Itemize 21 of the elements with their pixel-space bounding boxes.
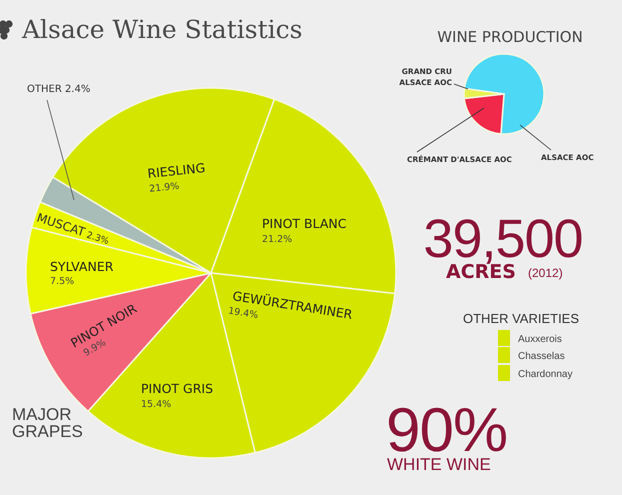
text: Auxxerois <box>518 334 562 345</box>
slice-label: PINOT BLANC <box>262 216 347 231</box>
text: (2012) <box>528 266 563 280</box>
text: Chasselas <box>518 351 565 362</box>
text: MAJOR GRAPES <box>12 405 83 441</box>
data-label: 7.5% <box>50 276 74 287</box>
slice-label: RIESLING <box>146 160 206 181</box>
chart-title: Alsace Wine Statistics <box>21 15 302 44</box>
data-label: 21.9% <box>148 180 180 195</box>
slice-label: SYLVANER <box>50 259 114 274</box>
pie-slice <box>464 53 545 135</box>
data-label: 21.2% <box>262 234 292 245</box>
slice-label: OTHER <box>27 84 62 95</box>
text: Chardonnay <box>518 369 572 380</box>
slice-label: PINOT GRIS <box>141 381 214 396</box>
text: OTHER VARIETIES <box>462 311 580 326</box>
data-label: 15.4% <box>141 399 172 410</box>
data-label: 2.4% <box>62 84 90 95</box>
chart-title: WINE PRODUCTION <box>437 28 583 46</box>
data-label: 2.3% <box>82 230 110 248</box>
text: WHITE WINE <box>387 455 491 474</box>
